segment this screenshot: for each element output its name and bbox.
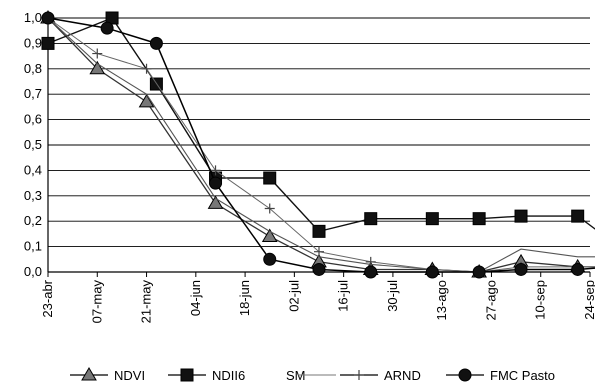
y-tick-label: 0,8 xyxy=(24,61,42,76)
x-tick-label: 23-abr xyxy=(40,279,55,317)
fmc-pasto-marker xyxy=(571,262,585,276)
y-tick-label: 0,9 xyxy=(24,35,42,50)
ndii6-marker xyxy=(180,368,194,382)
x-tick-labels: 23-abr 07-may 21-may 04-jun 18-jun 02-jul 16-j… xyxy=(40,279,595,323)
x-tick-label: 27-ago xyxy=(483,280,498,320)
ndii6-marker xyxy=(263,171,277,185)
ndii6-marker xyxy=(571,209,585,223)
fmc-pasto-marker xyxy=(425,265,439,279)
fmc-pasto-marker xyxy=(263,252,277,266)
arnd-line xyxy=(47,17,595,273)
ndii6-marker xyxy=(472,212,486,226)
x-tick-label: 02-jul xyxy=(286,280,301,312)
sm-line xyxy=(47,17,595,273)
y-tick-label: 0,0 xyxy=(24,264,42,279)
grid-lines xyxy=(48,17,590,273)
arnd-marker xyxy=(354,370,364,380)
x-tick-label: 07-may xyxy=(89,280,104,324)
ndvi-marker xyxy=(207,195,224,209)
y-tick-label: 0,6 xyxy=(24,112,42,127)
ndvi-line xyxy=(47,17,595,273)
legend-label-ndii6: NDII6 xyxy=(212,368,245,383)
arnd-marker xyxy=(365,256,376,267)
legend-label-arnd: ARND xyxy=(384,368,421,383)
fmc-pasto-marker xyxy=(364,265,378,279)
ndvi-marker xyxy=(89,60,106,75)
series-group xyxy=(40,10,595,279)
fmc-pasto-marker xyxy=(209,176,223,190)
x-tick-label: 16-jul xyxy=(336,280,351,312)
ndii6-marker xyxy=(312,224,326,238)
axes xyxy=(47,18,591,277)
fmc-pasto-marker xyxy=(100,21,114,35)
ndii6-marker xyxy=(364,212,378,226)
fmc-pasto-marker xyxy=(514,262,528,276)
y-tick-label: 0,1 xyxy=(24,239,42,254)
fmc-pasto-marker xyxy=(41,11,55,25)
ndvi-marker xyxy=(81,367,97,381)
fmc-pasto-marker xyxy=(472,265,486,279)
y-tick-labels: 0,0 0,1 0,2 0,3 0,4 0,5 0,6 0,7 0,8 0,9 1,0 xyxy=(24,10,42,279)
x-tick-label: 24-sep xyxy=(582,280,595,320)
ndvi-marker xyxy=(138,93,155,108)
arnd-marker xyxy=(141,63,152,74)
arnd-marker xyxy=(92,48,103,59)
fmc-pasto-marker xyxy=(458,368,472,382)
ndii6-marker xyxy=(425,212,439,226)
x-tick-label: 10-sep xyxy=(533,280,548,320)
legend: NDVI NDII6 SM ARND FMC Pasto xyxy=(70,367,555,383)
y-tick-label: 0,3 xyxy=(24,188,42,203)
y-tick-label: 0,7 xyxy=(24,86,42,101)
ndvi-marker xyxy=(261,228,278,242)
x-tick-label: 04-jun xyxy=(188,280,203,316)
y-tick-label: 0,5 xyxy=(24,137,42,152)
ndii6-marker xyxy=(514,209,528,223)
x-tick-label: 13-ago xyxy=(434,280,449,320)
legend-label-sm: SM xyxy=(286,368,306,383)
y-tick-label: 0,4 xyxy=(24,162,42,177)
fmc-pasto-marker xyxy=(149,36,163,50)
x-tick-label: 30-jul xyxy=(385,280,400,312)
fmc-pasto-line xyxy=(47,17,595,273)
y-tick-label: 0,2 xyxy=(24,213,42,228)
x-tick-label: 21-may xyxy=(139,280,154,324)
arnd-marker xyxy=(264,203,275,214)
legend-label-ndvi: NDVI xyxy=(114,368,145,383)
arnd-marker xyxy=(314,246,324,257)
arnd-marker xyxy=(210,165,221,176)
x-tick-label: 18-jun xyxy=(237,280,252,316)
legend-label-fmc-pasto: FMC Pasto xyxy=(490,368,555,383)
ndii6-marker xyxy=(41,36,55,50)
fmc-pasto-marker xyxy=(312,262,326,276)
y-tick-label: 1,0 xyxy=(24,10,42,25)
